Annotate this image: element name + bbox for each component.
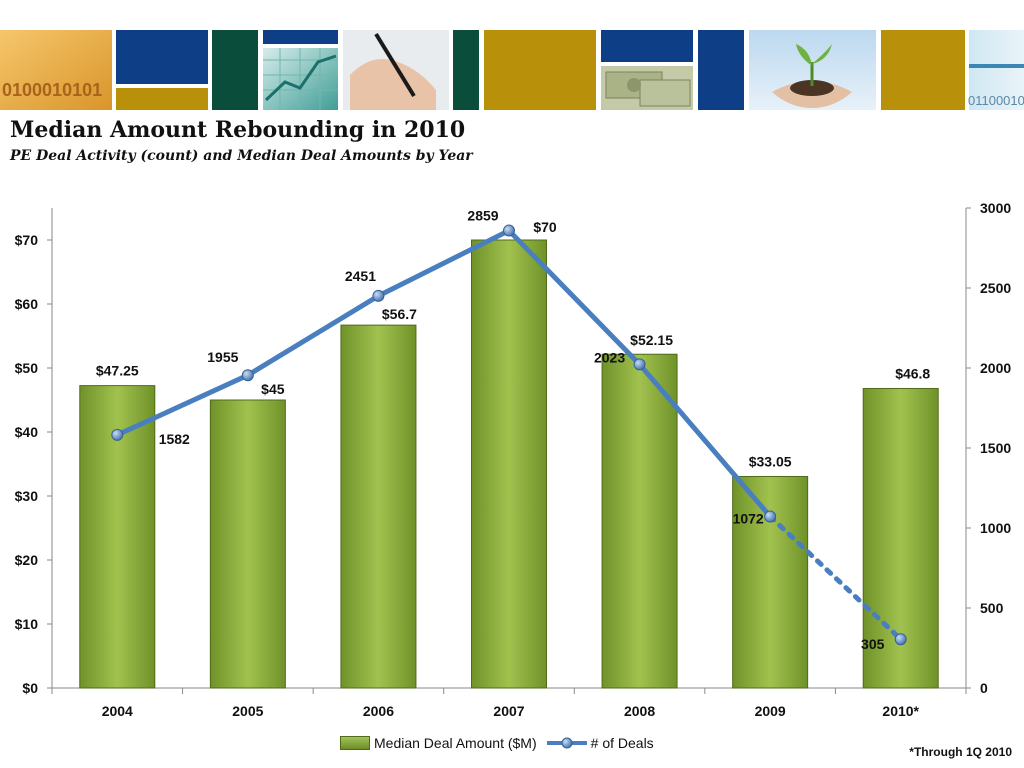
deals-value-label: 2451 (345, 268, 376, 284)
x-tick-label: 2008 (624, 703, 655, 719)
right-tick-label: 0 (980, 680, 988, 696)
deals-value-label: 305 (861, 636, 885, 652)
right-tick-label: 500 (980, 600, 1004, 616)
bar-2006 (340, 324, 417, 689)
legend-item-line: # of Deals (546, 735, 654, 751)
footnote: *Through 1Q 2010 (909, 745, 1012, 759)
banner-photo-stock-chart (263, 48, 338, 110)
bar-2009 (732, 475, 809, 689)
bar-2005 (209, 399, 286, 689)
deals-value-label: 2859 (467, 208, 498, 224)
left-tick-label: $40 (15, 424, 39, 440)
x-tick-label: 2004 (102, 703, 133, 719)
left-tick-label: $70 (15, 232, 39, 248)
right-tick-label: 2000 (980, 360, 1011, 376)
bar-value-label: $45 (261, 381, 285, 397)
banner-photo-binary-code: 0100010101 (0, 30, 112, 110)
right-tick-label: 1500 (980, 440, 1011, 456)
x-tick-label: 2007 (493, 703, 524, 719)
banner-block-dark-green (212, 30, 258, 110)
deals-value-label: 2023 (594, 349, 625, 365)
deals-marker-2009 (764, 510, 777, 523)
bar-value-label: $46.8 (895, 365, 930, 381)
x-tick-label: 2006 (363, 703, 394, 719)
deals-line-projected (767, 513, 904, 642)
x-tick-label: 2005 (232, 703, 263, 719)
banner-block-navy (116, 30, 208, 84)
svg-text:01100010101: 01100010101 (968, 93, 1024, 108)
right-tick-label: 3000 (980, 200, 1011, 216)
deals-value-label: 1072 (733, 510, 764, 526)
bar-2008 (601, 353, 678, 689)
page-subtitle: PE Deal Activity (count) and Median Deal… (10, 148, 473, 164)
deals-line (116, 228, 773, 519)
banner-block-navy-2 (601, 30, 693, 62)
right-tick-label: 2500 (980, 280, 1011, 296)
left-tick-label: $30 (15, 488, 39, 504)
deals-value-label: 1955 (207, 349, 238, 365)
left-tick-label: $20 (15, 552, 39, 568)
banner-block-navy-small (263, 30, 338, 44)
banner-block-gold-2 (484, 30, 596, 110)
legend-item-bars: Median Deal Amount ($M) (340, 735, 537, 751)
right-tick-label: 1000 (980, 520, 1011, 536)
left-tick-label: $50 (15, 360, 39, 376)
legend-bar-swatch (340, 736, 370, 750)
combo-chart: $0 $10 $20 $30 $40 $50 $60 $70 0 500 1000 1500 2000 2… (15, 200, 1012, 719)
bar-value-label: $70 (533, 219, 557, 235)
left-tick-label: $60 (15, 296, 39, 312)
x-tick-label: 2010* (882, 703, 919, 719)
bar-value-label: $33.05 (749, 453, 792, 469)
deals-marker-2010 (894, 633, 907, 646)
legend-line-label: # of Deals (590, 735, 654, 751)
bar-2007 (471, 239, 547, 689)
banner-photo-tech: 01100010101 (968, 30, 1024, 110)
legend-line-swatch (546, 737, 587, 749)
legend-bar-label: Median Deal Amount ($M) (374, 735, 537, 751)
chart-legend: Median Deal Amount ($M) # of Deals (340, 735, 664, 751)
line-series (111, 224, 907, 646)
bar-value-label: $47.25 (96, 363, 139, 379)
header-banner: 0100010101 01100010101 (0, 0, 1024, 112)
deals-marker-2006 (372, 289, 385, 302)
page-title: Median Amount Rebounding in 2010 (10, 117, 466, 143)
banner-block-dark-green-2 (453, 30, 479, 110)
x-tick-label: 2009 (755, 703, 786, 719)
svg-text:0100010101: 0100010101 (2, 80, 102, 100)
deals-marker-2005 (241, 369, 254, 382)
left-tick-label: $0 (22, 680, 38, 696)
banner-photo-seedling (749, 30, 876, 110)
deals-marker-2008 (633, 358, 646, 371)
bar-value-label: $56.7 (382, 306, 417, 322)
deals-marker-2007 (503, 224, 515, 237)
chart-axes: $0 $10 $20 $30 $40 $50 $60 $70 0 500 1000 1500 2000 2… (15, 200, 1012, 719)
bar-value-label: $52.15 (630, 332, 673, 348)
bar-series (79, 239, 939, 689)
banner-photo-money (601, 66, 693, 110)
left-tick-label: $10 (15, 616, 39, 632)
deals-marker-2004 (111, 428, 124, 441)
deals-value-label: 1582 (159, 431, 190, 447)
banner-block-navy-3 (698, 30, 744, 110)
banner-block-gold (116, 88, 208, 110)
banner-photo-hand-pen (343, 30, 449, 110)
data-labels: $47.25 $45 $56.7 $70 $52.15 $33.05 $46.8 1582 19… (96, 208, 931, 653)
banner-block-gold-3 (881, 30, 965, 110)
